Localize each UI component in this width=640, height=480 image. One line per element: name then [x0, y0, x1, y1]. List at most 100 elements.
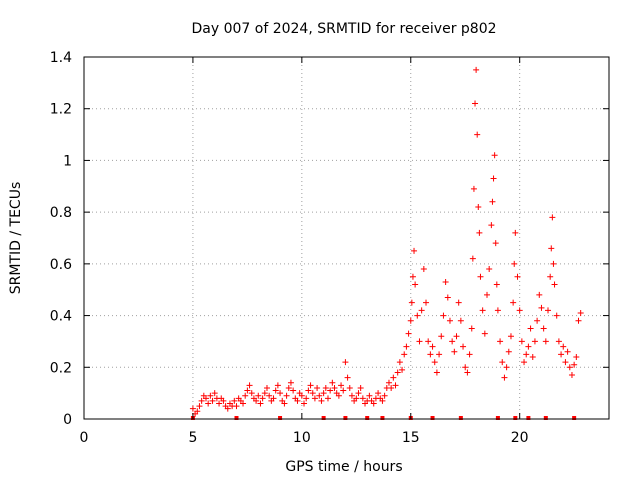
data-point	[370, 400, 377, 407]
data-point	[294, 397, 301, 404]
data-point	[394, 369, 401, 376]
data-point	[242, 392, 249, 399]
data-point	[511, 260, 518, 267]
data-point	[309, 390, 316, 397]
data-point	[446, 317, 453, 324]
data-point	[549, 214, 556, 221]
data-point	[555, 338, 562, 345]
data-point	[542, 338, 549, 345]
data-point	[416, 338, 423, 345]
data-point	[409, 273, 416, 280]
data-point	[510, 299, 517, 306]
data-point	[324, 395, 331, 402]
data-point	[425, 338, 432, 345]
data-point	[492, 240, 499, 247]
data-point	[388, 384, 395, 391]
data-point	[314, 384, 321, 391]
data-point	[320, 390, 327, 397]
data-point	[449, 338, 456, 345]
x-tick-label: 5	[188, 430, 197, 446]
x-axis-ticks: 0 5 10 15 20	[80, 57, 529, 446]
data-point	[469, 255, 476, 262]
data-point	[253, 397, 260, 404]
data-point	[516, 307, 523, 314]
data-point	[472, 100, 479, 107]
data-point	[462, 364, 469, 371]
data-point	[359, 395, 366, 402]
y-tick-label: 0.4	[50, 309, 72, 325]
data-point	[399, 366, 406, 373]
data-points	[189, 66, 584, 417]
data-point	[344, 374, 351, 381]
x-tick-label: 0	[80, 430, 89, 446]
gap-marker	[458, 416, 463, 420]
x-tick-label: 20	[511, 430, 529, 446]
data-point	[531, 338, 538, 345]
gap-marker	[278, 416, 283, 420]
data-point	[536, 291, 543, 298]
data-point	[385, 379, 392, 386]
data-point	[503, 364, 510, 371]
data-point	[562, 359, 569, 366]
data-point	[346, 384, 353, 391]
data-point	[403, 343, 410, 350]
data-point	[512, 229, 519, 236]
data-point	[521, 359, 528, 366]
data-point	[353, 395, 360, 402]
data-point	[263, 384, 270, 391]
data-point	[488, 222, 495, 229]
gap-marker	[380, 416, 385, 420]
data-point	[281, 400, 288, 407]
data-point	[392, 382, 399, 389]
data-point	[474, 131, 481, 138]
data-point	[338, 382, 345, 389]
data-point	[464, 369, 471, 376]
data-point	[412, 281, 419, 288]
data-point	[548, 245, 555, 252]
data-point	[466, 351, 473, 358]
data-point	[489, 198, 496, 205]
y-tick-label: 1	[63, 153, 72, 169]
y-tick-label: 1.4	[50, 50, 72, 66]
data-point	[479, 307, 486, 314]
x-axis-label: GPS time / hours	[285, 459, 402, 475]
data-point	[301, 400, 308, 407]
data-point	[547, 273, 554, 280]
data-point	[453, 333, 460, 340]
data-point	[427, 351, 434, 358]
data-point	[418, 307, 425, 314]
data-point	[390, 374, 397, 381]
data-point	[211, 390, 218, 397]
data-point	[545, 307, 552, 314]
data-point	[407, 317, 414, 324]
data-point	[558, 351, 565, 358]
data-point	[431, 359, 438, 366]
data-point	[420, 266, 427, 273]
data-point	[473, 66, 480, 73]
gap-marker	[321, 416, 326, 420]
data-point	[322, 384, 329, 391]
data-point	[307, 382, 314, 389]
data-point	[205, 400, 212, 407]
data-point	[429, 343, 436, 350]
data-point	[396, 359, 403, 366]
data-point	[405, 330, 412, 337]
data-point	[277, 390, 284, 397]
data-point	[529, 353, 536, 360]
data-point	[568, 372, 575, 379]
data-point	[551, 281, 558, 288]
y-tick-label: 0.8	[50, 205, 72, 221]
chart-title: Day 007 of 2024, SRMTID for receiver p80…	[191, 21, 496, 37]
gap-marker	[343, 416, 348, 420]
data-point	[444, 294, 451, 301]
data-point	[379, 397, 386, 404]
data-point	[457, 317, 464, 324]
data-point	[525, 343, 532, 350]
data-point	[433, 369, 440, 376]
y-tick-label: 1.2	[50, 102, 72, 118]
x-tick-label: 15	[402, 430, 420, 446]
x-tick-label: 10	[293, 430, 311, 446]
data-point	[257, 400, 264, 407]
data-point	[475, 203, 482, 210]
